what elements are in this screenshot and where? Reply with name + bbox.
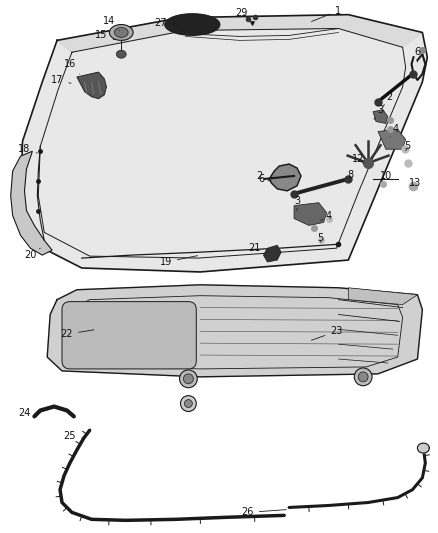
Polygon shape bbox=[110, 25, 133, 41]
Polygon shape bbox=[378, 130, 406, 149]
Text: 29: 29 bbox=[236, 7, 248, 18]
Text: 3: 3 bbox=[294, 196, 300, 211]
Polygon shape bbox=[114, 28, 128, 37]
Text: 21: 21 bbox=[248, 243, 267, 253]
Polygon shape bbox=[373, 110, 388, 124]
Text: 19: 19 bbox=[159, 256, 198, 267]
Polygon shape bbox=[165, 14, 220, 35]
Polygon shape bbox=[117, 50, 126, 58]
Text: 16: 16 bbox=[64, 59, 80, 74]
Polygon shape bbox=[348, 288, 417, 304]
Text: 24: 24 bbox=[18, 408, 37, 418]
Polygon shape bbox=[263, 245, 281, 262]
Circle shape bbox=[180, 395, 196, 411]
Text: 1: 1 bbox=[311, 6, 342, 21]
Text: 26: 26 bbox=[241, 507, 286, 518]
Text: 5: 5 bbox=[404, 141, 411, 151]
Polygon shape bbox=[57, 14, 422, 52]
Circle shape bbox=[184, 374, 193, 384]
Text: 5: 5 bbox=[318, 233, 324, 243]
Text: 4: 4 bbox=[390, 124, 399, 136]
Text: 23: 23 bbox=[311, 326, 343, 340]
Circle shape bbox=[358, 372, 368, 382]
Text: 15: 15 bbox=[95, 30, 115, 41]
Polygon shape bbox=[11, 151, 52, 255]
Text: 22: 22 bbox=[61, 329, 94, 340]
Text: 18: 18 bbox=[18, 144, 37, 154]
Text: 12: 12 bbox=[352, 154, 364, 164]
Text: 6: 6 bbox=[414, 47, 420, 62]
Circle shape bbox=[180, 370, 197, 387]
Polygon shape bbox=[21, 14, 427, 272]
Circle shape bbox=[184, 400, 192, 408]
Text: 14: 14 bbox=[103, 15, 119, 30]
Polygon shape bbox=[294, 203, 327, 225]
Text: 6: 6 bbox=[258, 174, 271, 184]
Text: 8: 8 bbox=[346, 170, 353, 183]
Text: 13: 13 bbox=[410, 178, 422, 188]
Text: 17: 17 bbox=[51, 75, 71, 85]
Text: 27: 27 bbox=[155, 18, 178, 28]
Circle shape bbox=[354, 368, 372, 386]
Polygon shape bbox=[77, 72, 106, 99]
Text: 4: 4 bbox=[321, 211, 332, 221]
Polygon shape bbox=[269, 164, 301, 191]
Polygon shape bbox=[417, 443, 429, 453]
Polygon shape bbox=[47, 285, 422, 377]
Text: 20: 20 bbox=[24, 248, 40, 260]
Text: 3: 3 bbox=[374, 104, 383, 119]
Text: 25: 25 bbox=[64, 431, 84, 441]
Text: 10: 10 bbox=[380, 171, 392, 181]
Text: 2: 2 bbox=[383, 92, 393, 107]
Text: 2: 2 bbox=[256, 171, 269, 181]
FancyBboxPatch shape bbox=[62, 302, 196, 369]
